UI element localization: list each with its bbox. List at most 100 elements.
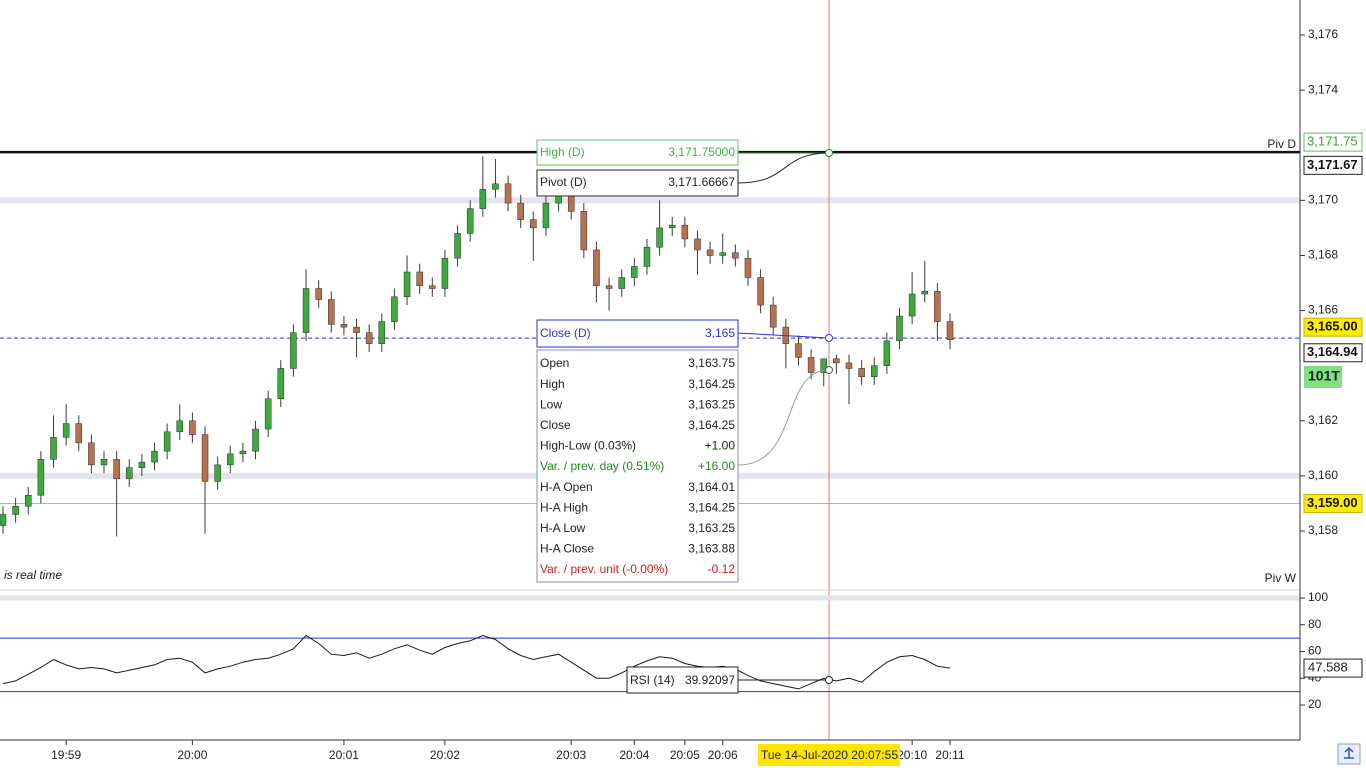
crosshair-label-box — [758, 744, 900, 766]
rsi-line — [2, 634, 951, 690]
pivot-box — [536, 169, 739, 197]
candle-body — [277, 368, 285, 400]
candle-body — [757, 277, 764, 306]
row-value: +16.00 — [698, 459, 735, 473]
tick-count-box — [1304, 366, 1342, 388]
candle-body — [378, 321, 386, 344]
y-tick-label: 3,160 — [1308, 468, 1338, 482]
candle-body — [858, 368, 865, 377]
candle-body — [62, 423, 70, 438]
candle-body — [37, 459, 45, 496]
marks — [0, 156, 954, 537]
candle-body — [328, 299, 335, 325]
candle-body — [934, 291, 941, 322]
candle-body — [530, 219, 537, 229]
y-tick-label: 100 — [1308, 590, 1328, 604]
pivot-label: Pivot (D) — [540, 175, 587, 189]
candle-body — [542, 202, 550, 229]
candle-body — [504, 183, 512, 204]
candle-body — [214, 464, 221, 482]
price-label-box — [1303, 343, 1363, 363]
price-label-box — [1303, 658, 1363, 678]
high-box — [536, 139, 739, 166]
candle-body — [870, 365, 878, 377]
candle-body — [921, 291, 928, 295]
close-box — [536, 319, 739, 348]
row-label: H-A Close — [540, 542, 594, 556]
candle-body — [605, 285, 613, 289]
candle-body — [340, 324, 348, 328]
y-tick-label: 3,170 — [1308, 193, 1338, 207]
candle-body — [290, 332, 297, 369]
candle-body — [25, 494, 32, 507]
row-label: Low — [540, 397, 562, 411]
crosshair-label: Tue 14-Jul-2020 20:07:55 — [761, 748, 898, 762]
rsi-value: 39.92097 — [685, 673, 735, 687]
x-tick-label: 20:06 — [708, 748, 738, 762]
price-label: 3,164.94 — [1307, 344, 1358, 359]
candle-body — [656, 227, 663, 248]
price-label: 3,171.67 — [1307, 157, 1358, 172]
close-label: Close (D) — [540, 326, 591, 340]
candle-body — [429, 285, 436, 289]
candle-body — [302, 288, 310, 333]
y-tick-label: 80 — [1308, 617, 1322, 631]
candle-body — [896, 315, 903, 342]
x-tick-label: 20:04 — [619, 748, 649, 762]
row-label: H-A Low — [540, 521, 586, 535]
price-label: 47.588 — [1308, 660, 1348, 675]
realtime-note: is real time — [4, 568, 62, 582]
connector — [737, 369, 830, 466]
candle-body — [252, 428, 259, 452]
row-label: H-A High — [540, 500, 588, 514]
candle-body — [151, 450, 158, 463]
row-value: 3,164.25 — [688, 377, 735, 391]
candle-body — [618, 277, 625, 289]
row-label: Open — [540, 356, 569, 370]
price-labels: 3,171.75 3,171.67 3,165.00 3,164.94 3,159.00… — [1303, 132, 1363, 678]
candle-body — [264, 398, 272, 430]
row-label: Var. / prev. unit (-0.00%) — [540, 562, 668, 576]
candle-body — [315, 288, 322, 300]
data-box — [536, 349, 739, 583]
row-value: 3,163.75 — [688, 356, 735, 370]
y-tick-label: 3,162 — [1308, 413, 1338, 427]
axes: 3,176 3,174 3,170 3,168 3,166 3,162 3,160 3,158… — [51, 27, 1338, 762]
candle-body — [163, 431, 171, 452]
row-label: High — [540, 377, 565, 391]
data-rows: Open 3,163.75 High 3,164.25 Low 3,163.25 Close… — [540, 356, 735, 576]
candle-body — [706, 249, 714, 256]
x-tick-label: 20:11 — [935, 748, 964, 762]
connectors — [737, 149, 833, 684]
pivot-day-label: Piv D — [1267, 137, 1296, 151]
x-tick-label: 20:00 — [177, 748, 207, 762]
price-label: 3,171.75 — [1307, 134, 1358, 149]
candle-body — [454, 233, 461, 259]
candle-body — [883, 340, 891, 366]
candle-body — [567, 194, 575, 212]
price-label-box — [1303, 317, 1363, 337]
candle-body — [744, 257, 752, 278]
y-tick-label: 3,174 — [1308, 82, 1338, 96]
row-value: 3,163.25 — [688, 521, 735, 535]
row-value: 3,163.88 — [688, 542, 735, 556]
scroll-icon — [1344, 746, 1354, 759]
candle-body — [466, 208, 474, 234]
candle-body — [416, 271, 423, 287]
price-label: 3,165.00 — [1307, 319, 1358, 334]
row-value: 3,164.25 — [688, 500, 735, 514]
candle-body — [0, 514, 7, 526]
candle-body — [820, 358, 827, 373]
row-value: 3,163.25 — [688, 397, 735, 411]
price-label-box — [1303, 155, 1363, 175]
anchor — [825, 676, 833, 684]
y-tick-label: 20 — [1308, 697, 1322, 711]
candle-body — [365, 332, 373, 344]
candle-body — [189, 420, 196, 435]
candle-body — [719, 252, 726, 256]
rsi-label: RSI (14) — [630, 673, 675, 687]
tick-count: 101T — [1308, 368, 1340, 384]
row-label: Close — [540, 418, 571, 432]
